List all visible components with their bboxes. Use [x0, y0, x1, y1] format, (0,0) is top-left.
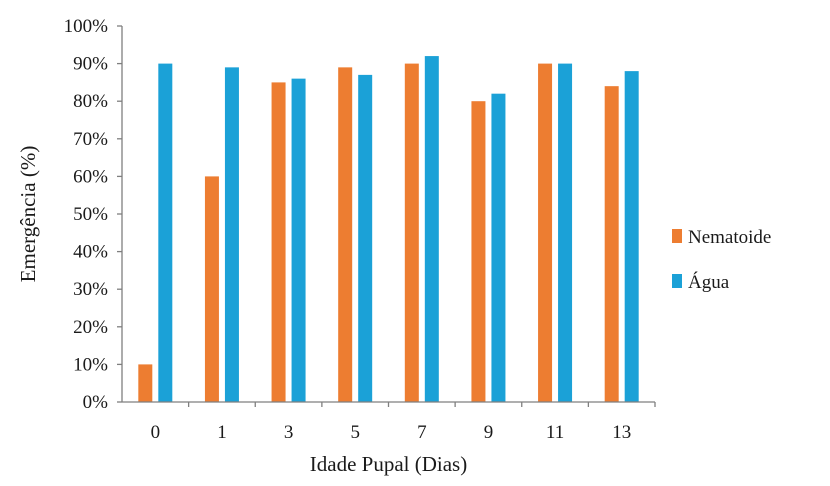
x-tick-label: 5	[350, 422, 360, 443]
bar-agua-3	[291, 78, 306, 402]
bar-nematoide-0	[138, 364, 153, 402]
legend-label: Nematoide	[688, 227, 771, 248]
y-tick-label: 20%	[73, 317, 108, 338]
bar-agua-1	[224, 67, 239, 403]
bars	[138, 56, 639, 403]
y-tick-label: 30%	[73, 279, 108, 300]
x-tick-label: 3	[284, 422, 294, 443]
y-tick-label: 0%	[83, 392, 109, 413]
x-tick-label: 9	[484, 422, 494, 443]
bar-agua-11	[558, 63, 573, 402]
x-axis-ticks: 0 1 3 5 7 9 11 13	[151, 402, 656, 443]
bar-nematoide-13	[604, 86, 619, 402]
y-tick-label: 80%	[73, 91, 108, 112]
bar-agua-13	[624, 71, 639, 403]
legend: Nematoide Água	[672, 227, 771, 293]
y-tick-label: 70%	[73, 129, 108, 150]
bar-nematoide-7	[404, 63, 419, 402]
x-tick-label: 1	[217, 422, 227, 443]
y-tick-label: 60%	[73, 166, 108, 187]
y-tick-label: 50%	[73, 204, 108, 225]
legend-swatch	[672, 274, 682, 288]
bar-agua-5	[358, 74, 373, 402]
x-tick-label: 0	[151, 422, 161, 443]
y-axis-title: Emergência (%)	[16, 146, 40, 283]
x-axis-title: Idade Pupal (Dias)	[310, 452, 467, 476]
bar-agua-0	[158, 63, 173, 402]
y-tick-label: 40%	[73, 242, 108, 263]
y-tick-label: 90%	[73, 54, 108, 75]
x-tick-label: 7	[417, 422, 427, 443]
y-tick-label: 10%	[73, 354, 108, 375]
bar-agua-7	[424, 56, 439, 403]
bar-nematoide-5	[338, 67, 353, 403]
bar-nematoide-11	[538, 63, 553, 402]
x-tick-label: 11	[546, 422, 564, 443]
x-tick-label: 13	[612, 422, 631, 443]
legend-swatch	[672, 229, 682, 243]
legend-label: Água	[688, 271, 730, 293]
bar-nematoide-3	[271, 82, 286, 403]
y-tick-label: 100%	[64, 16, 109, 37]
bar-nematoide-1	[204, 176, 219, 402]
bar-agua-9	[491, 93, 506, 403]
y-axis-ticks: 0% 10% 20% 30% 40% 50% 60% 70% 80% 90% 100%	[64, 16, 122, 413]
bar-nematoide-9	[471, 101, 486, 402]
